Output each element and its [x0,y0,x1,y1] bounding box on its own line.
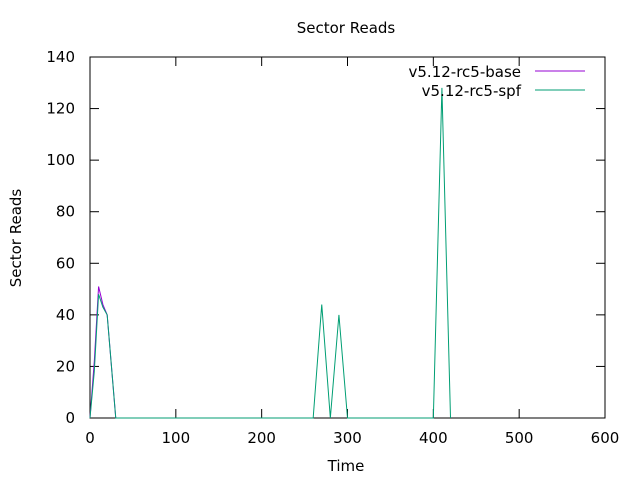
chart-title: Sector Reads [297,19,396,37]
y-tick-label: 20 [56,357,75,375]
y-tick-label: 140 [46,48,75,66]
y-tick-label: 120 [46,100,75,118]
y-tick-label: 100 [46,151,75,169]
legend-label-base: v5.12-rc5-base [409,63,522,81]
x-axis-label: Time [327,457,365,475]
plot-area-border [89,56,606,419]
y-axis-label: Sector Reads [7,189,25,288]
x-tick-label: 100 [162,429,191,447]
x-axis-ticks: 0 100 200 300 400 500 600 [85,57,619,447]
x-tick-label: 500 [505,429,534,447]
x-tick-label: 300 [333,429,362,447]
x-tick-label: 0 [85,429,95,447]
x-tick-label: 600 [591,429,620,447]
y-tick-label: 80 [56,203,75,221]
legend-label-spf: v5.12-rc5-spf [422,82,522,100]
x-tick-label: 400 [419,429,448,447]
series-lines [89,87,451,419]
series-line-1 [89,87,451,419]
legend: v5.12-rc5-base v5.12-rc5-spf [409,63,585,100]
y-tick-label: 0 [65,409,75,427]
x-tick-label: 200 [247,429,276,447]
y-tick-label: 40 [56,306,75,324]
y-axis-ticks: 0 20 40 60 80 100 120 140 [46,48,605,427]
y-tick-label: 60 [56,254,75,272]
